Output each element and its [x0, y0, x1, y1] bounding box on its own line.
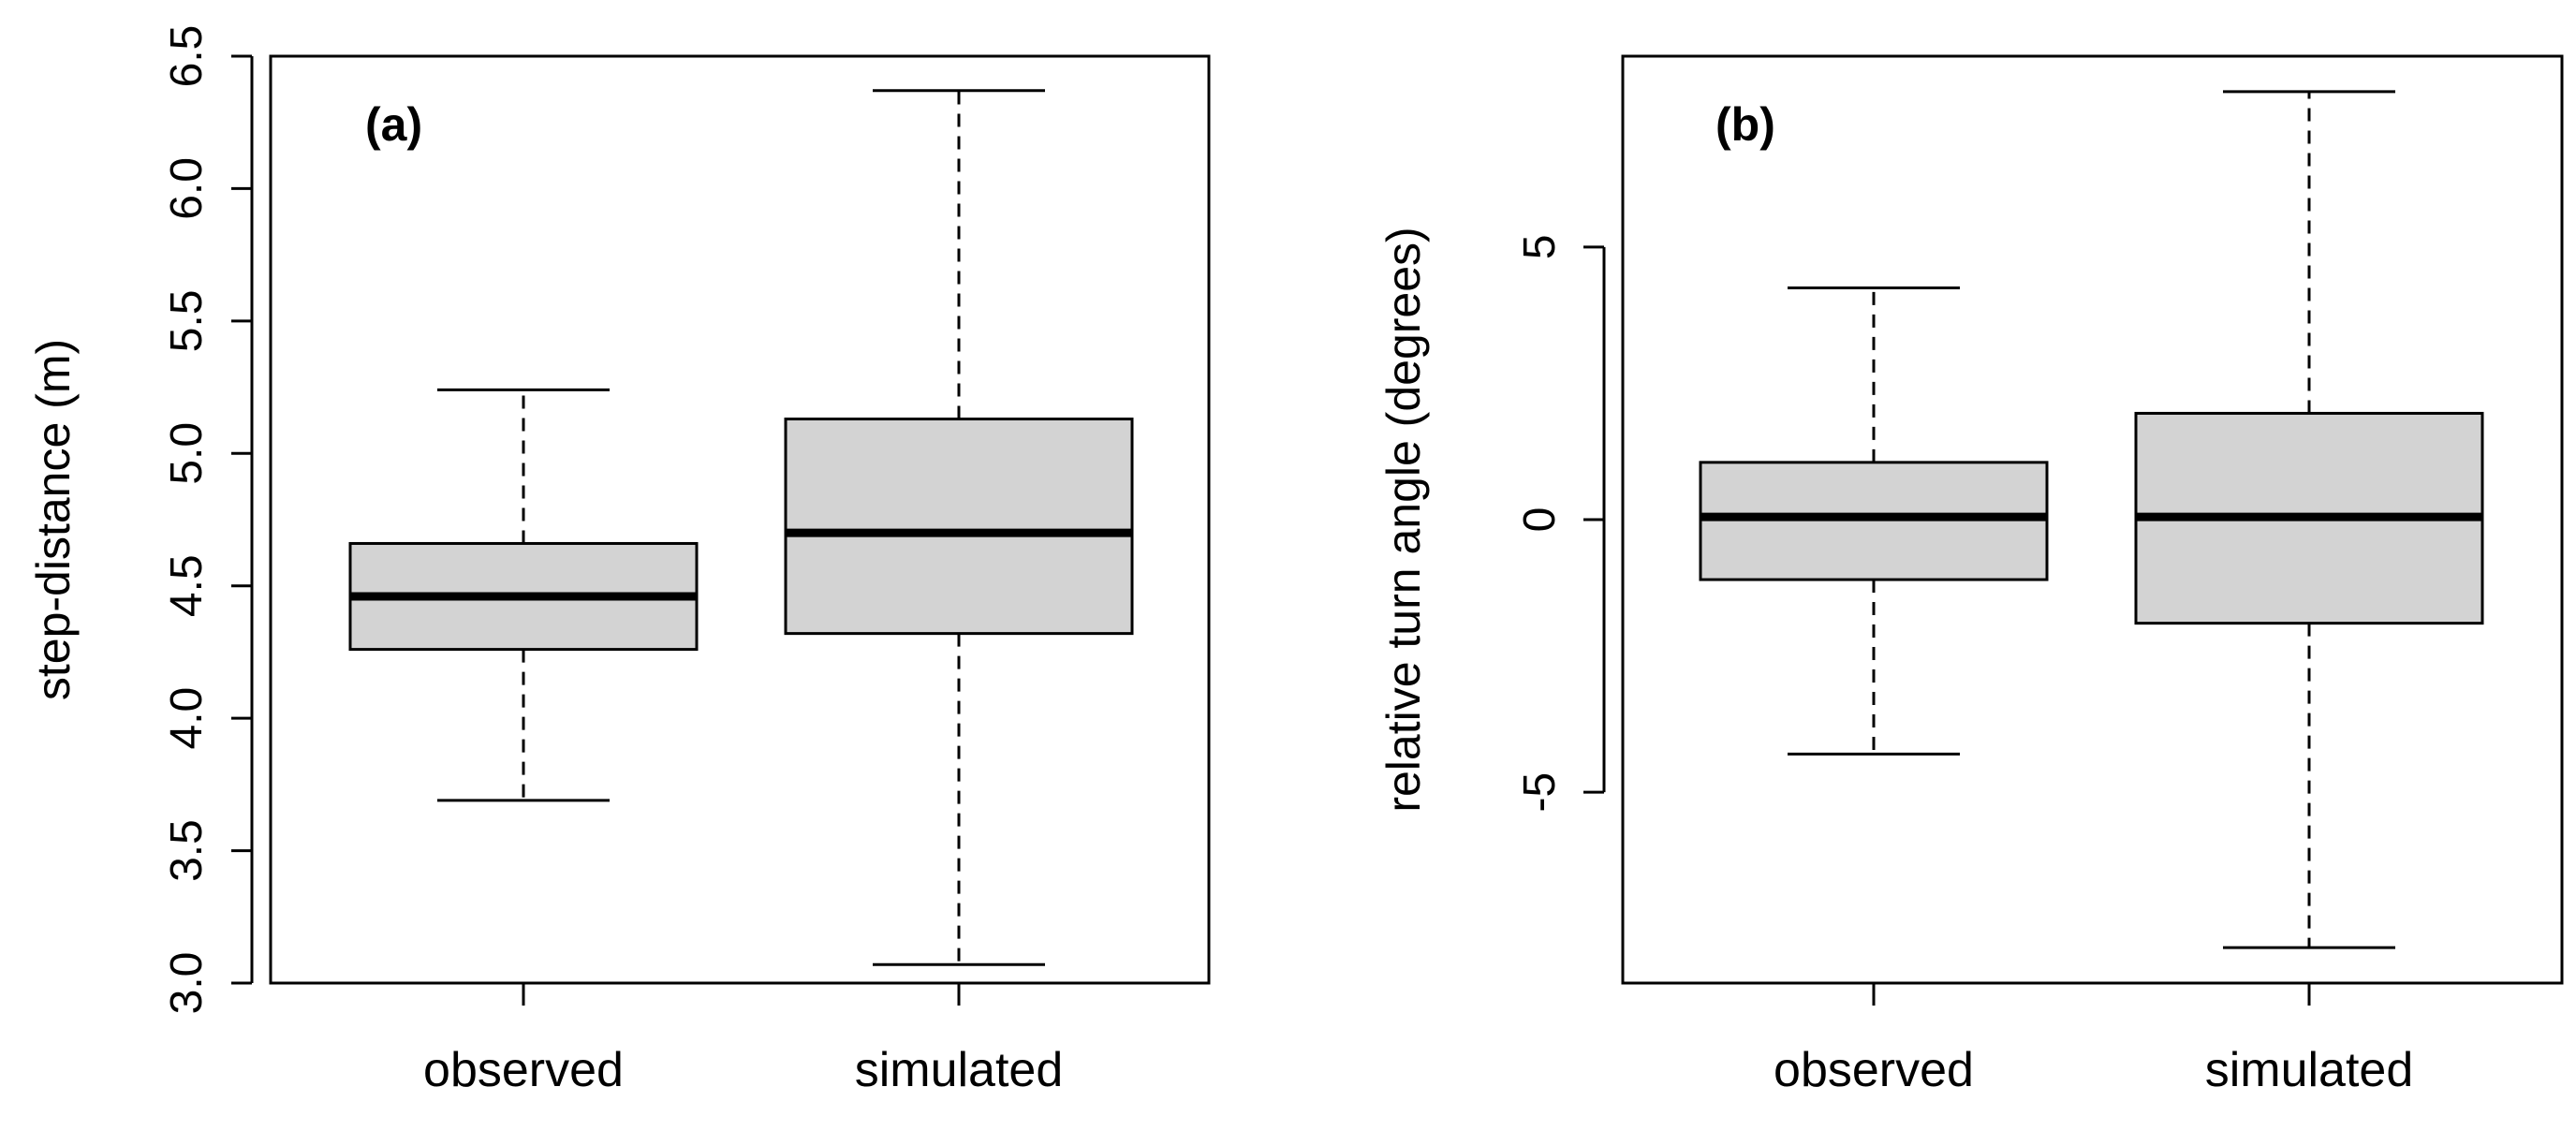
- y-tick-label-a: 6.0: [162, 157, 212, 220]
- box-b-simulated: [2134, 90, 2484, 949]
- y-tick-label-a: 4.0: [162, 687, 212, 750]
- plot-frame-a: [269, 54, 1211, 985]
- panel-label-a: (a): [365, 98, 422, 151]
- y-axis-label-a: step-distance (m): [27, 339, 80, 700]
- y-tick-label-a: 4.5: [162, 554, 212, 617]
- x-tick-label-a-observed: observed: [423, 1043, 624, 1097]
- box-a-simulated: [784, 89, 1134, 966]
- y-axis-a: 3.0 3.5 4.0 4.5 5.0 5.5 6.0 6.5: [162, 25, 254, 1015]
- x-axis-a: observed simulated: [423, 983, 1063, 1097]
- panel-label-b: (b): [1715, 98, 1775, 151]
- boxes-b: [1699, 90, 2484, 949]
- x-axis-b: observed simulated: [1774, 983, 2413, 1097]
- boxes-a: [348, 89, 1134, 966]
- y-tick-label-b: 0: [1515, 507, 1565, 533]
- panel-a: 3.0 3.5 4.0 4.5 5.0 5.5 6.0 6.5 observed simulat…: [27, 25, 1211, 1097]
- iqr-box: [784, 418, 1134, 636]
- box-a-observed: [348, 388, 699, 802]
- x-tick-label-b-observed: observed: [1774, 1043, 1974, 1097]
- y-tick-label-a: 3.0: [162, 952, 212, 1015]
- panel-b: -5 0 5 observed simulated (b) relative turn…: [1377, 54, 2564, 1097]
- y-axis-label-b: relative turn angle (degrees): [1377, 227, 1430, 812]
- x-tick-label-a-simulated: simulated: [855, 1043, 1064, 1097]
- y-tick-label-a: 5.0: [162, 422, 212, 485]
- y-axis-b: -5 0 5: [1515, 234, 1606, 813]
- y-tick-label-a: 6.5: [162, 25, 212, 88]
- y-tick-label-b: -5: [1515, 772, 1565, 813]
- y-tick-label-a: 3.5: [162, 819, 212, 882]
- x-tick-label-b-simulated: simulated: [2205, 1043, 2414, 1097]
- y-tick-label-a: 5.5: [162, 289, 212, 352]
- plot-frame-b: [1621, 54, 2564, 985]
- box-b-observed: [1699, 286, 2049, 756]
- y-tick-label-b: 5: [1515, 234, 1565, 259]
